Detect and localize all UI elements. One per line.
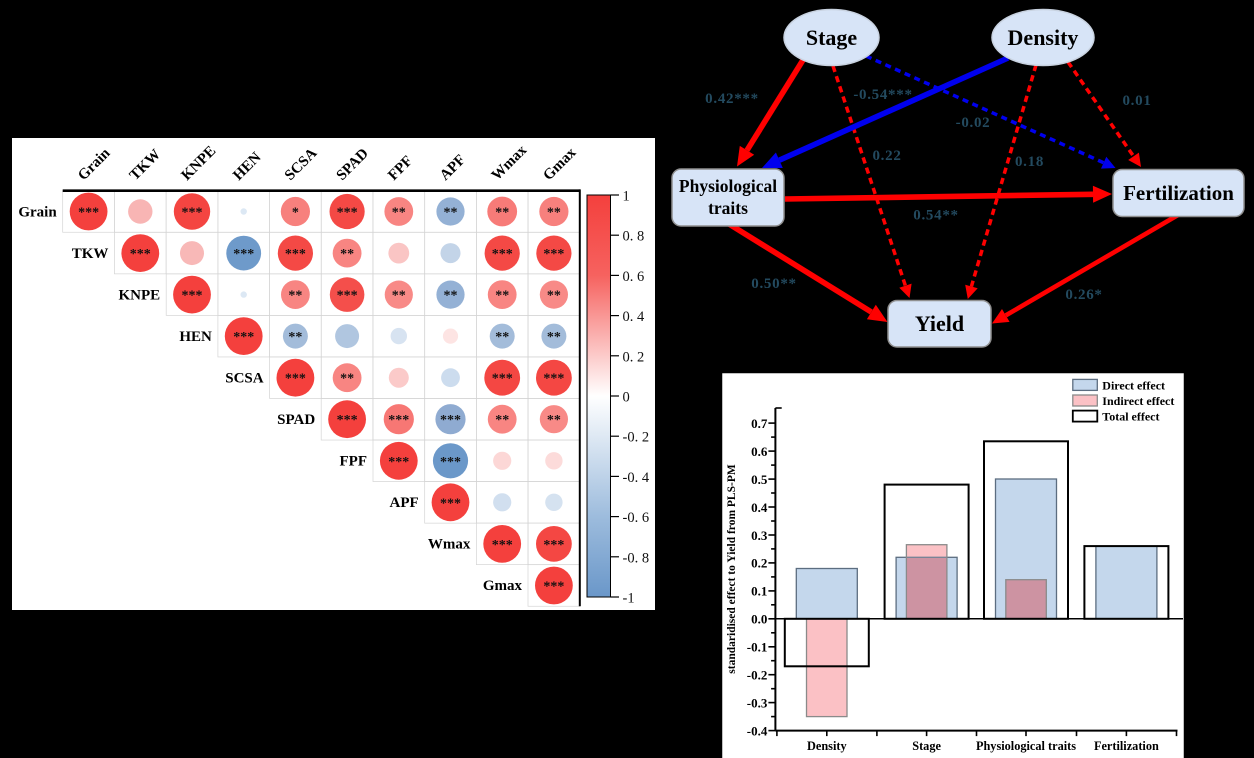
svg-text:***: ***: [440, 455, 461, 470]
svg-text:***: ***: [233, 330, 254, 345]
svg-text:1: 1: [623, 189, 630, 205]
svg-text:***: ***: [543, 247, 564, 262]
svg-text:***: ***: [492, 538, 513, 553]
svg-text:***: ***: [233, 247, 254, 262]
svg-text:Yield: Yield: [915, 311, 964, 336]
svg-text:**: **: [495, 206, 509, 221]
svg-text:Total effect: Total effect: [1102, 410, 1159, 424]
svg-text:0.42***: 0.42***: [705, 91, 759, 107]
svg-text:Stage: Stage: [912, 739, 941, 753]
svg-text:0.26*: 0.26*: [1065, 287, 1102, 303]
svg-text:**: **: [547, 206, 561, 221]
svg-text:Fertilization: Fertilization: [1123, 181, 1234, 205]
svg-text:**: **: [495, 330, 509, 345]
svg-text:***: ***: [182, 289, 203, 304]
svg-text:**: **: [547, 413, 561, 428]
svg-text:Density: Density: [1008, 25, 1079, 50]
svg-text:FPF: FPF: [340, 454, 368, 470]
svg-text:**: **: [288, 330, 302, 345]
svg-text:0.4: 0.4: [751, 500, 768, 515]
svg-text:0.5: 0.5: [751, 472, 768, 487]
svg-text:**: **: [495, 413, 509, 428]
svg-text:0.01: 0.01: [1122, 93, 1151, 109]
svg-text:***: ***: [182, 206, 203, 221]
svg-text:***: ***: [440, 496, 461, 511]
svg-text:***: ***: [543, 372, 564, 387]
svg-text:0.54**: 0.54**: [913, 208, 958, 224]
svg-text:-0.3: -0.3: [747, 695, 768, 710]
svg-text:***: ***: [337, 289, 358, 304]
svg-text:***: ***: [388, 413, 409, 428]
svg-text:0.7: 0.7: [751, 416, 768, 431]
svg-text:0. 2: 0. 2: [623, 349, 645, 365]
svg-text:**: **: [444, 206, 458, 221]
svg-text:0.2: 0.2: [751, 556, 767, 571]
svg-text:0.50**: 0.50**: [751, 276, 796, 292]
svg-text:**: **: [444, 289, 458, 304]
svg-text:**: **: [547, 330, 561, 345]
svg-text:***: ***: [337, 206, 358, 221]
svg-text:APF: APF: [390, 495, 419, 511]
svg-text:**: **: [288, 289, 302, 304]
svg-text:***: ***: [440, 413, 461, 428]
svg-text:standaridised effect to Yield: standaridised effect to Yield from PLS-P…: [726, 464, 738, 674]
svg-text:KNPE: KNPE: [119, 287, 161, 303]
svg-text:**: **: [392, 289, 406, 304]
svg-text:0. 8: 0. 8: [623, 229, 645, 245]
svg-text:TKW: TKW: [72, 246, 109, 262]
svg-text:0.18: 0.18: [1015, 154, 1044, 170]
svg-text:Grain: Grain: [18, 204, 57, 220]
svg-text:0.3: 0.3: [751, 528, 768, 543]
svg-text:***: ***: [337, 413, 358, 428]
svg-text:***: ***: [388, 455, 409, 470]
svg-text:***: ***: [492, 372, 513, 387]
svg-text:***: ***: [543, 580, 564, 595]
svg-text:**: **: [392, 206, 406, 221]
svg-text:Stage: Stage: [806, 25, 858, 50]
svg-text:0.1: 0.1: [751, 584, 767, 599]
svg-text:-0.1: -0.1: [747, 640, 768, 655]
svg-text:Physiological: Physiological: [679, 176, 777, 196]
svg-text:0.0: 0.0: [751, 612, 767, 627]
svg-text:*: *: [292, 206, 299, 221]
svg-text:***: ***: [285, 372, 306, 387]
svg-text:0.6: 0.6: [751, 444, 768, 459]
svg-text:**: **: [547, 289, 561, 304]
svg-text:-0. 6: -0. 6: [623, 510, 650, 526]
svg-text:Density: Density: [807, 739, 847, 753]
svg-text:0.22: 0.22: [872, 148, 901, 164]
svg-text:Direct effect: Direct effect: [1102, 378, 1165, 392]
svg-text:-0.54***: -0.54***: [853, 87, 912, 103]
svg-text:***: ***: [285, 247, 306, 262]
svg-text:Indirect effect: Indirect effect: [1102, 394, 1174, 408]
svg-text:Wmax: Wmax: [428, 537, 471, 553]
svg-text:SPAD: SPAD: [277, 412, 315, 428]
svg-text:Physiological traits: Physiological traits: [976, 739, 1076, 753]
svg-text:-0. 2: -0. 2: [623, 430, 650, 446]
svg-text:Fertilization: Fertilization: [1094, 739, 1159, 753]
svg-text:***: ***: [543, 538, 564, 553]
svg-text:-0.2: -0.2: [747, 668, 768, 683]
svg-text:0. 6: 0. 6: [623, 269, 645, 285]
svg-text:**: **: [495, 289, 509, 304]
svg-text:Gmax: Gmax: [483, 578, 523, 594]
svg-text:***: ***: [78, 206, 99, 221]
svg-text:-1: -1: [623, 591, 635, 607]
svg-text:-0.02: -0.02: [956, 115, 991, 131]
svg-text:SCSA: SCSA: [225, 371, 264, 387]
svg-text:HEN: HEN: [179, 329, 212, 345]
svg-text:traits: traits: [708, 198, 748, 218]
svg-text:***: ***: [492, 247, 513, 262]
svg-text:***: ***: [130, 247, 151, 262]
svg-text:-0.4: -0.4: [747, 723, 768, 738]
svg-text:-0. 8: -0. 8: [623, 550, 650, 566]
svg-text:0: 0: [623, 390, 630, 406]
svg-text:**: **: [340, 372, 354, 387]
svg-text:-0. 4: -0. 4: [623, 470, 650, 486]
svg-text:**: **: [340, 247, 354, 262]
svg-text:0. 4: 0. 4: [623, 309, 646, 325]
